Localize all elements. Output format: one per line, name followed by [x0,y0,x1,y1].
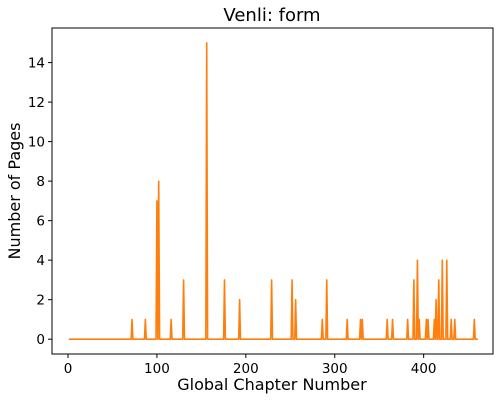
y-tick-label: 2 [36,293,45,309]
y-axis-label: Number of Pages [5,123,24,260]
chart-title: Venli: form [223,5,320,26]
x-tick-label: 100 [144,361,170,377]
y-tick-label: 0 [36,332,45,348]
series-line [68,42,478,340]
y-tick-label: 6 [36,214,45,230]
y-tick-label: 8 [36,174,45,190]
y-tick-label: 12 [28,95,45,111]
y-tick-label: 10 [28,135,45,151]
x-tick-label: 200 [233,361,259,377]
x-tick-label: 400 [411,361,437,377]
x-axis-label: Global Chapter Number [177,375,367,394]
y-axis: 0 2 4 6 8 10 12 14 [28,56,52,348]
x-axis: 0 100 200 300 400 [64,354,437,377]
plot-area [51,27,494,355]
y-tick-label: 4 [36,253,45,269]
y-tick-label: 14 [28,56,45,72]
x-tick-label: 0 [64,361,73,377]
x-tick-label: 300 [322,361,348,377]
